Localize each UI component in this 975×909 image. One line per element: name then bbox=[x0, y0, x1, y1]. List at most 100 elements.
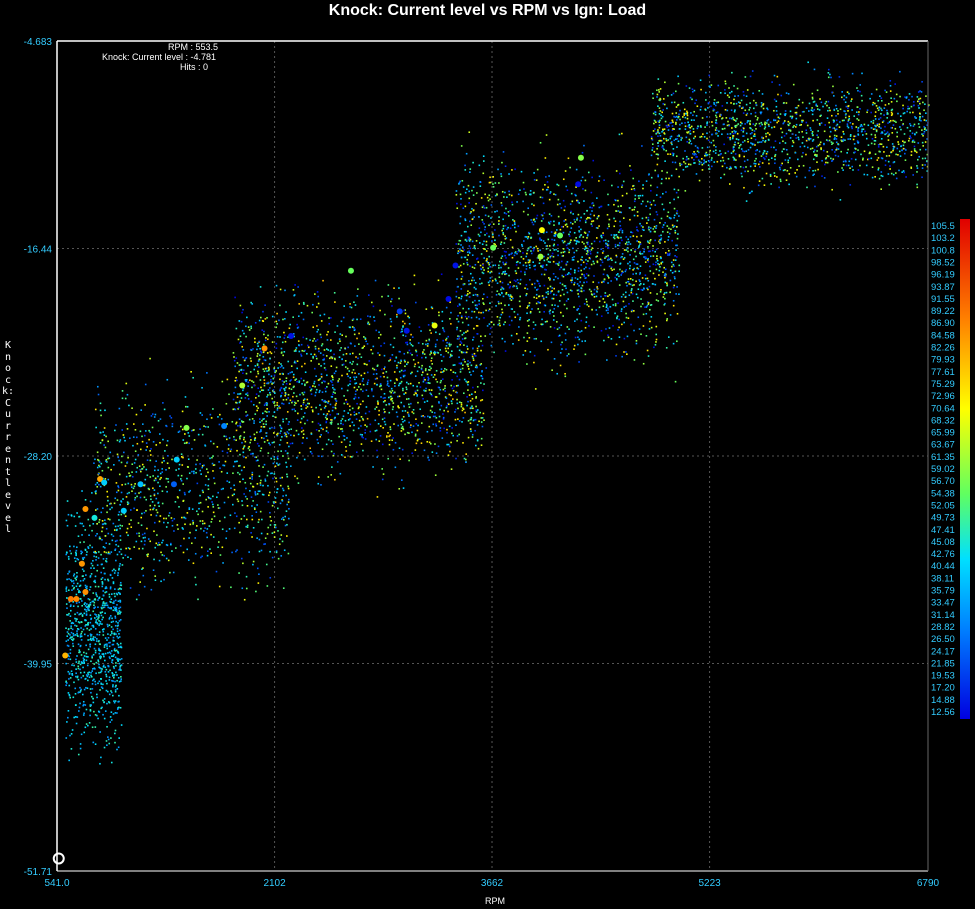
scatter-point bbox=[464, 458, 467, 461]
scatter-point bbox=[210, 552, 212, 554]
scatter-point bbox=[445, 350, 448, 352]
scatter-point bbox=[462, 263, 465, 265]
scatter-point bbox=[557, 254, 559, 257]
scatter-point bbox=[290, 379, 292, 381]
scatter-point bbox=[320, 365, 322, 367]
scatter-point bbox=[100, 606, 103, 609]
scatter-point bbox=[466, 188, 468, 191]
scatter-point bbox=[191, 508, 194, 510]
scatter-point bbox=[245, 525, 247, 528]
scatter-point bbox=[160, 580, 162, 583]
scatter-point bbox=[119, 599, 121, 602]
scatter-point bbox=[170, 517, 173, 519]
scatter-point bbox=[302, 436, 304, 439]
scatter-point bbox=[349, 380, 352, 382]
scatter-point bbox=[676, 237, 679, 240]
scatter-point bbox=[88, 629, 91, 631]
scatter-point bbox=[327, 331, 329, 333]
scatter-point bbox=[343, 395, 345, 397]
scatter-point bbox=[223, 464, 226, 467]
scatter-point bbox=[464, 411, 466, 414]
scatter-point bbox=[102, 431, 104, 433]
scatter-point bbox=[117, 591, 120, 594]
scatter-point bbox=[646, 240, 649, 243]
scatter-point bbox=[498, 264, 500, 267]
scatter-point bbox=[227, 496, 230, 499]
scatter-point bbox=[438, 415, 441, 418]
scatter-point bbox=[76, 676, 79, 679]
scatter-point bbox=[531, 283, 533, 286]
scatter-point bbox=[462, 408, 465, 411]
scatter-point bbox=[237, 408, 239, 410]
scatter-point bbox=[576, 240, 578, 242]
scatter-point bbox=[149, 508, 152, 511]
scatter-point bbox=[71, 585, 74, 587]
scatter-point bbox=[608, 225, 610, 228]
scatter-point bbox=[233, 484, 235, 487]
scatter-point bbox=[652, 245, 654, 247]
scatter-point bbox=[443, 330, 446, 333]
scatter-point bbox=[299, 393, 301, 396]
scatter-point bbox=[614, 220, 617, 222]
scatter-point bbox=[402, 389, 404, 392]
scatter-point bbox=[271, 341, 274, 343]
scatter-point bbox=[372, 305, 375, 308]
scatter-point bbox=[306, 352, 308, 355]
scatter-point bbox=[66, 524, 69, 527]
scatter-point bbox=[114, 549, 116, 551]
scatter-point bbox=[260, 447, 263, 450]
scatter-point bbox=[95, 426, 97, 429]
scatter-point bbox=[458, 183, 460, 185]
scatter-point bbox=[85, 587, 88, 590]
scatter-point bbox=[69, 605, 72, 608]
scatter-point bbox=[262, 493, 265, 496]
scatter-point bbox=[69, 609, 72, 612]
scatter-point bbox=[111, 661, 113, 664]
scatter-point bbox=[314, 340, 317, 342]
scatter-point bbox=[659, 221, 661, 224]
scatter-point bbox=[277, 464, 280, 466]
scatter-point bbox=[621, 323, 623, 326]
scatter-point bbox=[586, 303, 589, 306]
scatter-point bbox=[331, 384, 334, 386]
scatter-point bbox=[432, 415, 435, 418]
scatter-point bbox=[106, 643, 108, 645]
scatter-point bbox=[565, 287, 567, 290]
scatter-point bbox=[542, 202, 545, 205]
scatter-point bbox=[466, 363, 469, 366]
scatter-point bbox=[327, 476, 330, 478]
scatter-point bbox=[260, 316, 262, 319]
scatter-point bbox=[92, 697, 94, 700]
scatter-point bbox=[229, 514, 232, 517]
scatter-point bbox=[310, 432, 313, 435]
scatter-point bbox=[143, 532, 146, 535]
scatter-point bbox=[349, 418, 351, 420]
scatter-point bbox=[253, 384, 256, 387]
scatter-point bbox=[85, 553, 88, 556]
scatter-point bbox=[449, 301, 451, 304]
scatter-point bbox=[101, 706, 103, 709]
scatter-point bbox=[203, 530, 205, 532]
scatter-point bbox=[639, 282, 642, 285]
scatter-point bbox=[540, 265, 543, 268]
scatter-point bbox=[104, 612, 106, 615]
scatter-point bbox=[98, 518, 101, 521]
scatter-point bbox=[130, 519, 132, 521]
scatter-point bbox=[456, 286, 459, 288]
scatter-point bbox=[97, 599, 99, 601]
scatter-point bbox=[219, 467, 221, 470]
scatter-point bbox=[475, 325, 478, 327]
scatter-point bbox=[456, 326, 458, 329]
scatter-point bbox=[159, 515, 162, 517]
scatter-point bbox=[255, 397, 257, 399]
scatter-point bbox=[80, 612, 82, 615]
scatter-point bbox=[660, 289, 662, 291]
scatter-point bbox=[502, 227, 505, 230]
scatter-point bbox=[606, 359, 608, 361]
scatter-point bbox=[362, 419, 365, 421]
scatter-point bbox=[526, 249, 529, 252]
scatter-point bbox=[115, 662, 117, 664]
scatter-point bbox=[95, 559, 97, 561]
scatter-point bbox=[339, 472, 342, 475]
